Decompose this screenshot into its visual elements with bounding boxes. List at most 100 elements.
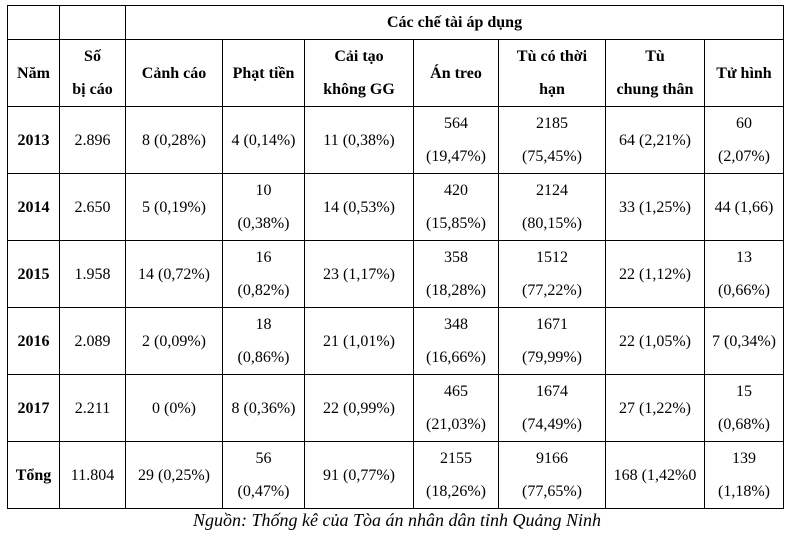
cell-line: 10 — [255, 182, 272, 199]
defendants-cell: 2.650 — [59, 173, 126, 241]
source-caption: Nguồn: Thống kê của Tòa án nhân dân tỉnh… — [193, 510, 601, 530]
life-cell: 168 (1,42%0 — [605, 441, 705, 509]
life-cell: 27 (1,22%) — [605, 374, 705, 442]
suspended-cell: 358 (18,28%) — [413, 240, 499, 308]
cell-line: 7 (0,34%) — [712, 332, 776, 350]
cell-line: 5 (0,19%) — [142, 198, 206, 216]
noncustodial-cell: 23 (1,17%) — [304, 240, 414, 308]
cell-line: 14 (0,72%) — [138, 265, 210, 283]
cell-line: 60 — [736, 115, 752, 132]
life-cell: 64 (2,21%) — [605, 106, 705, 174]
fixed-term-cell: 1512 (77,22%) — [498, 240, 606, 308]
header-noncustodial-line: không GG — [323, 81, 395, 98]
header-defendants-line: bị cáo — [72, 81, 113, 98]
noncustodial-cell: 14 (0,53%) — [304, 173, 414, 241]
warning-cell: 8 (0,28%) — [125, 106, 223, 174]
cell-line: 22 (1,05%) — [619, 332, 691, 350]
cell-line: 8 (0,36%) — [231, 399, 296, 417]
cell-line: (18,28%) — [426, 282, 486, 299]
cell-line: 564 — [444, 115, 468, 132]
cell-line: 348 — [444, 316, 468, 333]
cell-line: 13 — [736, 249, 752, 266]
header-death-penalty: Tử hình — [704, 39, 784, 107]
cell-line: 23 (1,17%) — [323, 265, 395, 283]
cell-line: 1512 — [536, 249, 568, 266]
fine-cell: 16 (0,82%) — [222, 240, 305, 308]
suspended-cell: 564 (19,47%) — [413, 106, 499, 174]
cell-line: (2,07%) — [718, 148, 770, 165]
life-cell: 33 (1,25%) — [605, 173, 705, 241]
warning-cell: 2 (0,09%) — [125, 307, 223, 375]
defendants-cell: 11.804 — [59, 441, 126, 509]
death-cell: 60 (2,07%) — [704, 106, 784, 174]
defendants-cell: 1.958 — [59, 240, 126, 308]
noncustodial-cell: 21 (1,01%) — [304, 307, 414, 375]
cell-line: (19,47%) — [426, 148, 486, 165]
cell-line: (79,99%) — [522, 349, 582, 366]
cell-line: (15,85%) — [426, 215, 486, 232]
header-life-line: chung thân — [616, 81, 694, 98]
defendants-cell: 2.211 — [59, 374, 126, 442]
header-warning: Cảnh cáo — [125, 39, 223, 107]
cell-line: (77,65%) — [522, 483, 582, 500]
cell-line: (0,86%) — [237, 349, 290, 366]
fixed-term-cell: 1674 (74,49%) — [498, 374, 606, 442]
warning-cell: 5 (0,19%) — [125, 173, 223, 241]
noncustodial-cell: 22 (0,99%) — [304, 374, 414, 442]
table-row: 2014 2.650 5 (0,19%) 10 (0,38%) 14 (0,53%) 420… — [7, 173, 784, 241]
suspended-cell: 465 (21,03%) — [413, 374, 499, 442]
fine-cell: 4 (0,14%) — [222, 106, 305, 174]
cell-line: (75,45%) — [522, 148, 582, 165]
fixed-term-cell: 2185 (75,45%) — [498, 106, 606, 174]
cell-line: 21 (1,01%) — [323, 332, 395, 350]
cell-line: 11 (0,38%) — [323, 131, 395, 149]
cell-line: (0,82%) — [237, 282, 290, 299]
cell-line: 8 (0,28%) — [142, 131, 206, 149]
warning-cell: 0 (0%) — [125, 374, 223, 442]
cell-line: (0,47%) — [237, 483, 290, 500]
header-fixed-term-line: hạn — [539, 81, 565, 98]
table-row: 2017 2.211 0 (0%) 8 (0,36%) 22 (0,99%) 465 (21… — [7, 374, 784, 442]
cell-line: 2185 — [536, 115, 568, 132]
header-life-imprisonment: Tù chung thân — [605, 39, 705, 107]
fine-cell: 18 (0,86%) — [222, 307, 305, 375]
table-row: Tổng 11.804 29 (0,25%) 56 (0,47%) 91 (0,77%) 2… — [7, 441, 784, 509]
life-cell: 22 (1,05%) — [605, 307, 705, 375]
year-cell: 2017 — [7, 374, 60, 442]
cell-line: 2124 — [536, 182, 568, 199]
warning-cell: 14 (0,72%) — [125, 240, 223, 308]
cell-line: 4 (0,14%) — [231, 131, 296, 149]
cell-line: (74,49%) — [522, 416, 582, 433]
cell-line: 358 — [444, 249, 468, 266]
cell-line: (77,22%) — [522, 282, 582, 299]
defendants-cell: 2.896 — [59, 106, 126, 174]
header-defendants-line: Số — [84, 48, 101, 65]
death-cell: 15 (0,68%) — [704, 374, 784, 442]
cell-line: 33 (1,25%) — [619, 198, 691, 216]
header-life-line: Tù — [645, 48, 665, 65]
cell-line: 168 (1,42%0 — [613, 466, 697, 484]
cell-line: 2155 — [440, 450, 472, 467]
fixed-term-cell: 9166 (77,65%) — [498, 441, 606, 509]
cell-line: 14 (0,53%) — [323, 198, 395, 216]
cell-line: (21,03%) — [426, 416, 486, 433]
cell-line: 22 (1,12%) — [619, 265, 691, 283]
cell-line: 27 (1,22%) — [619, 399, 691, 417]
year-cell: 2016 — [7, 307, 60, 375]
cell-line: (18,26%) — [426, 483, 486, 500]
table-row: 2013 2.896 8 (0,28%) 4 (0,14%) 11 (0,38%) 564… — [7, 106, 784, 174]
corner-cell-year — [7, 5, 60, 40]
year-cell: 2013 — [7, 106, 60, 174]
defendants-cell: 2.089 — [59, 307, 126, 375]
cell-line: 1674 — [536, 383, 568, 400]
death-cell: 13 (0,66%) — [704, 240, 784, 308]
header-noncustodial-reform: Cải tạo không GG — [304, 39, 414, 107]
suspended-cell: 2155 (18,26%) — [413, 441, 499, 509]
cell-line: (0,66%) — [718, 282, 770, 299]
cell-line: 18 — [255, 316, 272, 333]
life-cell: 22 (1,12%) — [605, 240, 705, 308]
cell-line: 44 (1,66) — [714, 198, 774, 216]
header-fixed-term-line: Tù có thời — [516, 48, 588, 65]
table-row: 2016 2.089 2 (0,09%) 18 (0,86%) 21 (1,01%) 348… — [7, 307, 784, 375]
fine-cell: 56 (0,47%) — [222, 441, 305, 509]
